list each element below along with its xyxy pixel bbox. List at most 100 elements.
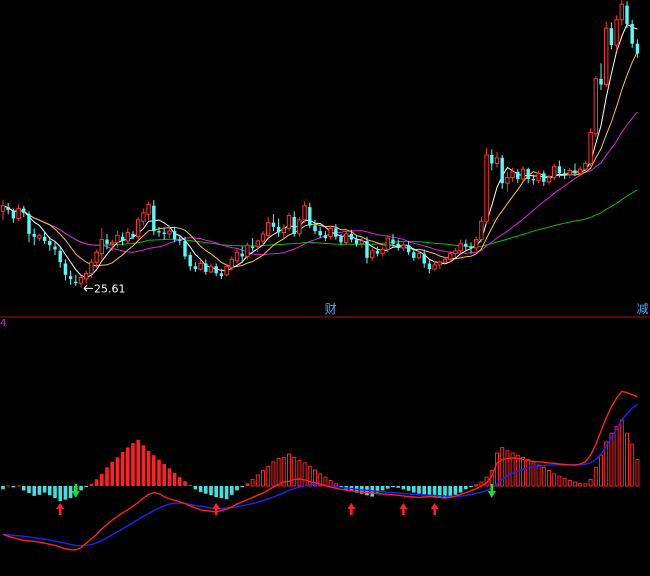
macd-bar (58, 486, 62, 501)
candle-body (110, 241, 115, 245)
candle (16, 204, 21, 222)
candle-body (136, 219, 141, 238)
candle-body (292, 217, 296, 234)
macd-bar (438, 486, 442, 498)
macd-bar (131, 443, 135, 486)
macd-bar (136, 439, 140, 486)
candle (162, 228, 166, 240)
candle (432, 260, 437, 271)
candle (510, 167, 515, 182)
macd-bar (16, 485, 21, 487)
candle (172, 226, 177, 243)
macd-bar (521, 456, 525, 487)
macd-bar (495, 452, 499, 487)
macd-bar (115, 457, 120, 486)
macd-bar (318, 473, 323, 487)
candle (354, 235, 359, 247)
candle-body (432, 264, 437, 270)
candle (286, 212, 292, 232)
price-pane: 25.61 财 减 (0, 0, 649, 316)
candle-body (625, 5, 629, 24)
event-marker: 减 (637, 302, 649, 316)
macd-bar (630, 443, 635, 487)
macd-bar (245, 483, 250, 486)
candle-body (542, 173, 546, 182)
macd-bar (531, 462, 536, 487)
low-price-label: 25.61 (94, 282, 126, 295)
candle (146, 201, 151, 220)
macd-bar (281, 456, 286, 487)
candle (136, 217, 141, 240)
candle (380, 246, 385, 257)
candle (609, 22, 614, 50)
candle-body (11, 211, 16, 219)
candle-body (48, 240, 52, 246)
macd-bar (172, 472, 177, 486)
candle-body (448, 253, 453, 260)
candle-body (240, 253, 244, 257)
macd-bar (333, 483, 338, 487)
candle (297, 217, 302, 237)
candle-body (412, 252, 416, 258)
candle-body (334, 228, 338, 237)
macd-bar (157, 459, 161, 486)
sell-arrow-icon (487, 484, 496, 498)
candle (365, 236, 369, 264)
candle-body (302, 205, 307, 221)
candle (224, 263, 229, 277)
candle-body (42, 236, 47, 241)
candle-body (562, 173, 567, 175)
candle-body (437, 261, 443, 266)
macd-bar (53, 486, 57, 499)
candle (567, 167, 572, 178)
macd-bar (37, 486, 42, 495)
macd-bar (604, 441, 609, 487)
candle (505, 171, 510, 192)
candle (53, 242, 57, 256)
candle-body (339, 236, 343, 243)
candle-body (219, 273, 224, 277)
candle-body (172, 231, 177, 240)
macd-bar (396, 486, 400, 488)
candle-body (344, 233, 349, 243)
candle-body (406, 245, 411, 253)
candle-body (78, 277, 84, 284)
candle (385, 235, 391, 253)
candle-body (458, 243, 463, 252)
candle-body (396, 243, 400, 248)
macd-bar (193, 486, 198, 490)
candle-body (354, 239, 359, 244)
candle (178, 235, 182, 246)
candle-body (120, 236, 125, 241)
candle-body (99, 239, 104, 255)
candle (131, 231, 135, 240)
macd-bar (68, 486, 73, 499)
candle-body (208, 265, 214, 273)
candle (635, 39, 640, 58)
macd-bar (541, 466, 546, 487)
macd-bar (11, 486, 16, 488)
candle-body (74, 281, 78, 284)
candle-body (365, 240, 369, 258)
macd-bar (48, 486, 52, 496)
candle-body (214, 266, 218, 274)
candle-body (469, 246, 473, 248)
macd-bar (32, 486, 36, 496)
candle-body (281, 227, 287, 233)
macd-bar (578, 482, 583, 487)
candle (292, 211, 296, 237)
macd-bar (307, 465, 312, 487)
candle-body (510, 171, 515, 179)
candle (619, 0, 624, 26)
candle-body (188, 255, 192, 267)
candle (604, 21, 609, 88)
macd-bar (219, 486, 224, 499)
candle-body (115, 234, 120, 243)
candle (11, 208, 16, 223)
candle-body (193, 266, 198, 270)
candle-body (105, 239, 109, 244)
ma60-line (2, 189, 638, 248)
candle (588, 128, 593, 167)
candle-body (146, 203, 151, 215)
macd-bar (167, 468, 172, 486)
